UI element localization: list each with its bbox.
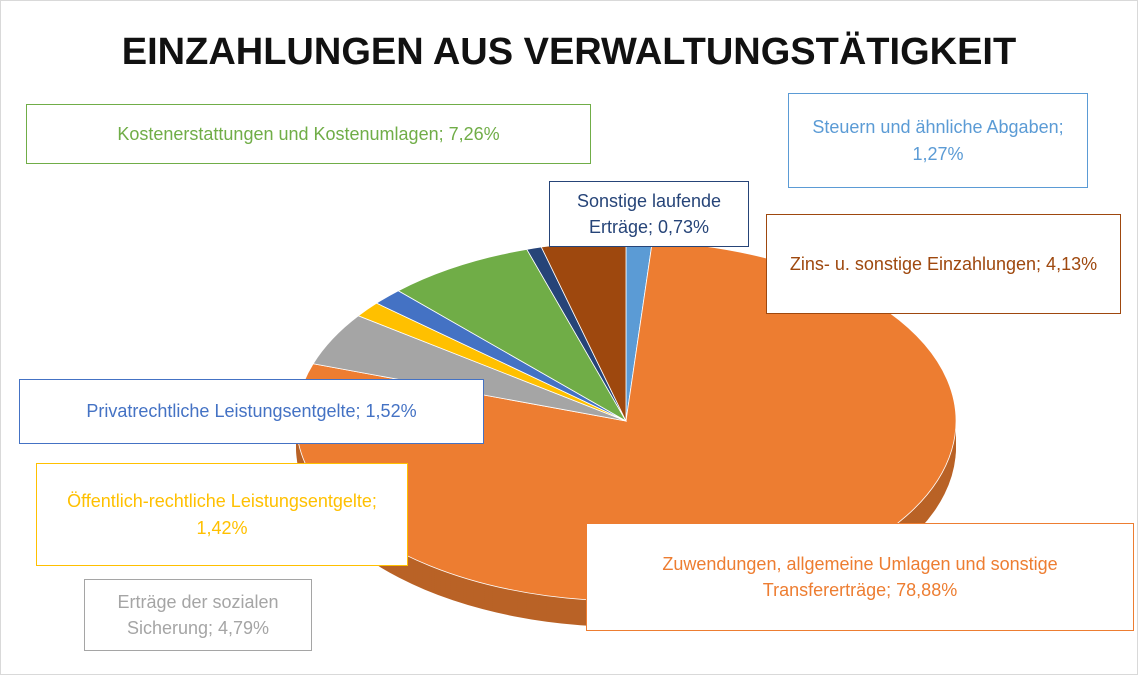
data-label: Privatrechtliche Leistungsentgelte; 1,52… <box>19 379 484 444</box>
data-label: Kostenerstattungen und Kostenumlagen; 7,… <box>26 104 591 164</box>
data-label: Öffentlich-rechtliche Leistungsentgelte;… <box>36 463 408 566</box>
data-label: Zins- u. sonstige Einzahlungen; 4,13% <box>766 214 1121 314</box>
chart-title: EINZAHLUNGEN AUS VERWALTUNGSTÄTIGKEIT <box>121 31 1017 73</box>
data-label: Zuwendungen, allgemeine Umlagen und sons… <box>586 523 1134 631</box>
data-label: Sonstige laufende Erträge; 0,73% <box>549 181 749 247</box>
slice <box>397 248 628 423</box>
data-label: Erträge der sozialen Sicherung; 4,79% <box>84 579 312 651</box>
data-label: Steuern und ähnliche Abgaben; 1,27% <box>788 93 1088 188</box>
